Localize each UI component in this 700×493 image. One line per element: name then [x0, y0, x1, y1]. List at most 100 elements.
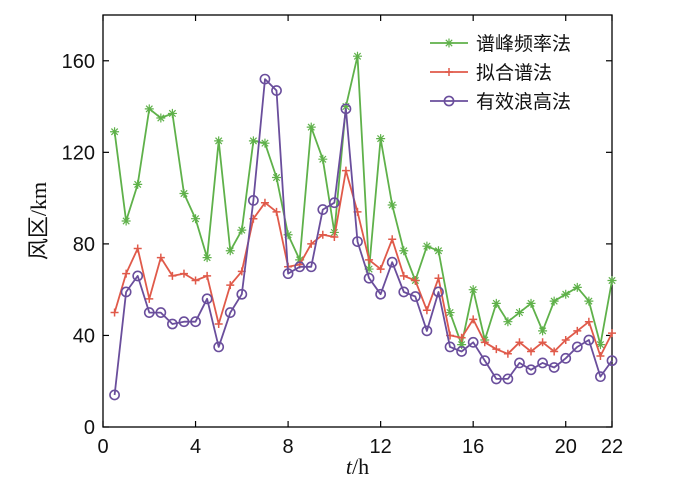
y-tick-label: 80: [73, 234, 95, 256]
data-point: [201, 293, 213, 305]
series-line: [113, 169, 613, 357]
data-point: [318, 154, 328, 164]
data-point: [548, 362, 560, 373]
data-point: [144, 104, 154, 114]
data-point: [179, 189, 189, 199]
y-tick-label: 120: [62, 142, 95, 164]
series-1: [110, 51, 617, 350]
data-point: [515, 338, 524, 347]
data-point: [409, 291, 421, 302]
data-point: [132, 270, 144, 282]
data-point: [422, 241, 432, 251]
data-point: [595, 371, 606, 383]
data-point: [434, 274, 443, 283]
data-point: [364, 264, 374, 274]
x-tick-label: 16: [462, 436, 484, 458]
x-axis-unit: /h: [352, 454, 369, 479]
legend-label: 谱峰频率法: [476, 33, 571, 55]
y-tick-label: 0: [84, 417, 95, 439]
data-point: [538, 326, 548, 336]
data-point: [514, 357, 525, 369]
data-point: [503, 349, 512, 358]
data-point: [573, 326, 582, 335]
data-point: [120, 286, 132, 298]
data-point: [422, 306, 431, 315]
data-point: [248, 136, 258, 146]
data-point: [247, 194, 259, 206]
data-point: [399, 246, 409, 256]
data-point: [214, 136, 224, 146]
x-tick-label: 20: [555, 436, 577, 458]
data-point: [352, 236, 363, 247]
data-point: [387, 200, 397, 210]
x-axis-variable: t: [346, 454, 353, 479]
data-point: [190, 316, 201, 328]
data-point: [456, 346, 468, 357]
data-point: [178, 316, 190, 328]
x-tick-label: 8: [283, 436, 294, 458]
data-point: [469, 315, 478, 324]
data-point: [480, 338, 489, 347]
data-point: [365, 255, 374, 264]
data-point: [421, 325, 433, 337]
data-point: [145, 294, 154, 303]
data-point: [328, 197, 340, 209]
data-point: [606, 355, 618, 367]
data-point: [608, 329, 616, 338]
data-point: [282, 268, 294, 280]
data-point: [596, 352, 605, 361]
data-point: [191, 214, 201, 224]
data-point: [479, 355, 491, 367]
plot-frame: [102, 14, 613, 428]
data-point: [376, 265, 385, 274]
data-point: [467, 336, 479, 348]
data-point: [203, 271, 212, 280]
x-tick-label: 22: [601, 436, 623, 458]
data-point: [399, 271, 408, 280]
legend-label: 拟合谱法: [476, 62, 552, 84]
data-point: [445, 308, 455, 318]
data-point: [595, 340, 605, 350]
data-point: [388, 235, 397, 244]
data-point: [537, 357, 548, 369]
data-point: [561, 336, 570, 345]
data-point: [490, 373, 502, 385]
data-point: [340, 103, 352, 115]
data-point: [121, 216, 131, 226]
data-point: [375, 288, 387, 300]
data-point: [330, 233, 339, 242]
data-point: [583, 334, 595, 346]
data-point: [514, 308, 524, 318]
legend-label: 有效浪高法: [476, 91, 571, 113]
y-axis-label: 风区/km: [26, 182, 51, 260]
data-point: [502, 373, 514, 385]
data-point: [549, 296, 559, 306]
data-point: [572, 282, 582, 292]
data-point: [411, 276, 420, 285]
y-tick-label: 160: [62, 51, 95, 73]
series-2: [110, 166, 616, 361]
data-point: [363, 272, 375, 284]
data-point: [306, 122, 316, 132]
data-point: [272, 173, 282, 183]
data-point: [444, 341, 456, 353]
x-tick-label: 0: [97, 436, 108, 458]
data-point: [607, 276, 617, 286]
data-point: [526, 298, 536, 308]
data-point: [353, 51, 362, 61]
data-point: [156, 253, 165, 262]
data-point: [225, 246, 235, 256]
data-point: [571, 341, 583, 353]
legend-marker: [444, 38, 454, 48]
data-point: [341, 166, 350, 175]
data-point: [457, 333, 466, 342]
data-point: [341, 102, 351, 112]
x-tick-label: 4: [190, 436, 201, 458]
data-point: [538, 338, 547, 347]
data-point: [272, 207, 281, 216]
y-tick-label: 40: [73, 325, 95, 347]
data-point: [376, 134, 386, 144]
legend-marker: [443, 95, 455, 107]
data-point: [492, 345, 501, 354]
data-point: [584, 317, 593, 326]
